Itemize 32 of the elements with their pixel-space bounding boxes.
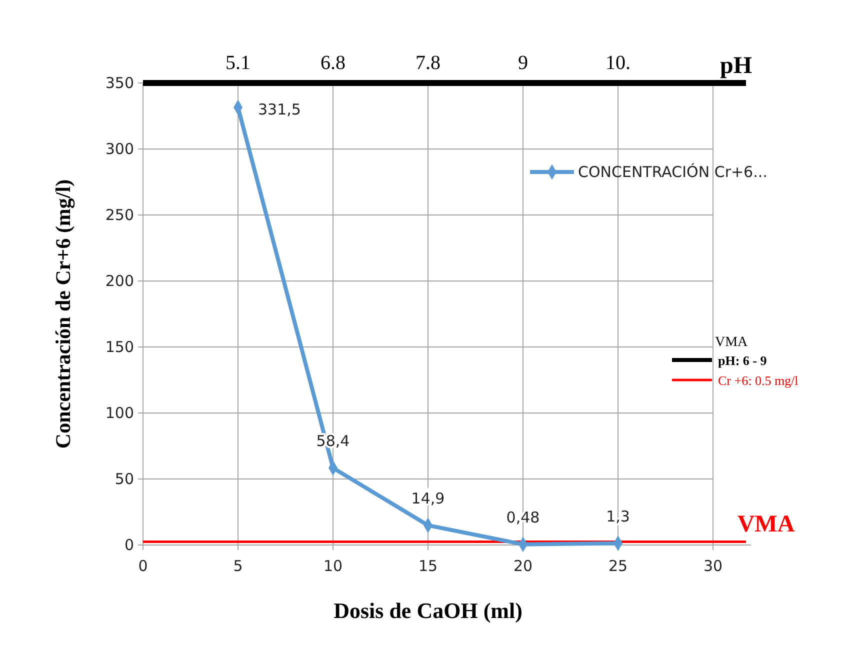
x-tick-label: 30 bbox=[703, 557, 723, 575]
legend-label: CONCENTRACIÓN Cr+6... bbox=[578, 163, 768, 181]
x-tick-label: 15 bbox=[418, 557, 438, 575]
data-label: 1,3 bbox=[606, 507, 630, 526]
x-tick-label: 5 bbox=[233, 557, 243, 575]
x-axis-title: Dosis de CaOH (ml) bbox=[334, 598, 522, 623]
y-axis-title: Concentración de Cr+6 (mg/l) bbox=[51, 179, 75, 449]
x-tick-label: 25 bbox=[608, 557, 628, 575]
ref-line-label: pH bbox=[720, 53, 752, 79]
annotation: VMA bbox=[715, 335, 749, 350]
annotation: 10. bbox=[606, 52, 630, 74]
annotation: 9 bbox=[518, 52, 528, 74]
x-tick-label: 0 bbox=[138, 557, 148, 575]
y-tick-label: 250 bbox=[105, 206, 134, 224]
y-tick-label: 150 bbox=[105, 338, 134, 356]
data-label: 331,5 bbox=[258, 100, 301, 118]
y-tick-label: 300 bbox=[105, 140, 134, 158]
y-tick-label: 0 bbox=[124, 536, 134, 554]
data-label: 0,48 bbox=[506, 508, 540, 526]
annotation: 7.8 bbox=[416, 52, 440, 74]
data-label: 14,9 bbox=[411, 489, 445, 508]
x-tick-label: 10 bbox=[323, 557, 343, 575]
x-tick-label: 20 bbox=[513, 557, 533, 575]
y-tick-label: 100 bbox=[105, 404, 134, 422]
annotation: Cr +6: 0.5 mg/l bbox=[718, 373, 799, 388]
y-tick-label: 200 bbox=[105, 272, 134, 290]
annotation: pH: 6 - 9 bbox=[718, 353, 768, 368]
y-tick-label: 350 bbox=[105, 74, 134, 92]
annotation: 6.8 bbox=[320, 52, 346, 74]
annotation: 5.1 bbox=[226, 52, 250, 74]
ref-line-label: VMA bbox=[737, 512, 796, 538]
y-tick-label: 50 bbox=[114, 470, 134, 488]
